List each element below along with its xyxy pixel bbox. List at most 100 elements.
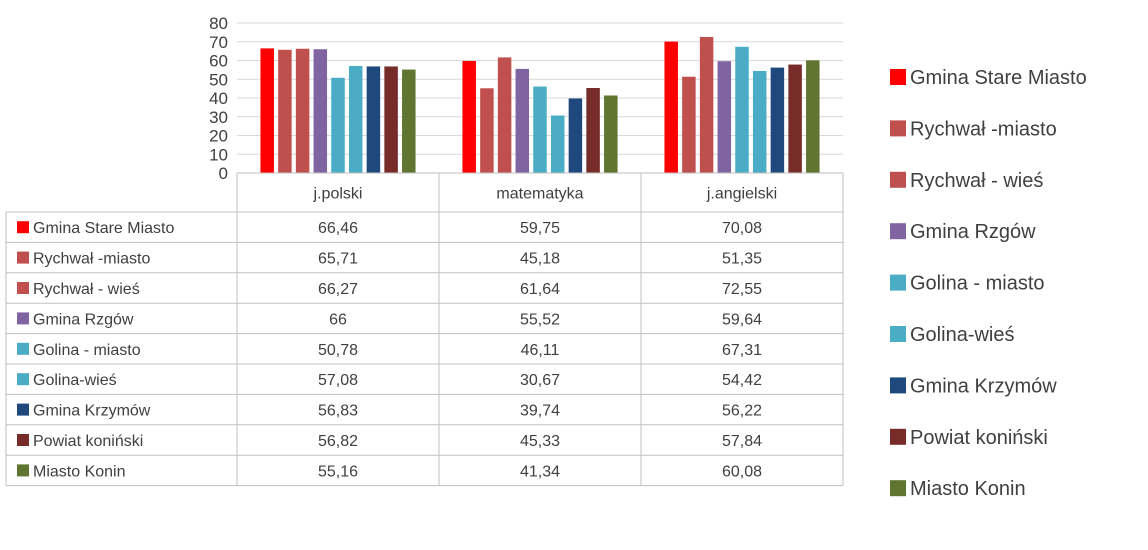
bar — [752, 70, 767, 173]
bar — [384, 66, 398, 173]
table-cell: 70,08 — [722, 220, 762, 237]
legend-key — [890, 69, 906, 85]
y-tick-label: 40 — [209, 89, 228, 108]
legend-label: Gmina Stare Miasto — [910, 67, 1087, 89]
legend-key — [890, 326, 906, 342]
bar — [770, 67, 785, 173]
table-cell: 45,18 — [520, 251, 560, 268]
table-row-label: Gmina Krzymów — [33, 403, 151, 420]
table-cell: 61,64 — [520, 281, 560, 298]
bar — [313, 49, 328, 173]
bar — [806, 60, 820, 173]
legend-key — [890, 274, 906, 291]
y-tick-label: 10 — [209, 145, 228, 164]
table-row-label: Golina - miasto — [33, 342, 141, 359]
bar — [402, 69, 416, 173]
legend-label: Gmina Rzgów — [910, 221, 1036, 243]
y-tick-label: 20 — [209, 127, 228, 146]
y-tick-label: 30 — [209, 108, 228, 127]
legend-label: Golina-wieś — [910, 324, 1014, 346]
table-row-label: Gmina Stare Miasto — [33, 220, 174, 237]
table-cell: 51,35 — [722, 251, 762, 268]
bar — [735, 46, 749, 174]
table-cell: 54,42 — [722, 372, 762, 389]
table-row-label: Miasto Konin — [33, 463, 126, 480]
legend-label: Rychwał -miasto — [910, 118, 1057, 140]
table-cell: 57,84 — [722, 433, 762, 450]
table-cell: 50,78 — [318, 342, 358, 359]
table-row-label: Golina-wieś — [33, 372, 117, 389]
table-cell: 55,52 — [520, 311, 560, 328]
legend-label: Miasto Konin — [910, 478, 1026, 500]
bar — [682, 76, 696, 173]
legend-key — [890, 480, 906, 497]
table-cell: 66,46 — [318, 220, 358, 237]
table-cell: 56,82 — [318, 433, 358, 450]
bar — [348, 65, 363, 173]
bar — [260, 48, 274, 174]
table-cell: 59,64 — [722, 311, 762, 328]
bar — [699, 36, 714, 173]
legend-label: Powiat koniński — [910, 427, 1048, 449]
table-cell: 66 — [329, 311, 347, 328]
y-tick-label: 0 — [219, 164, 228, 183]
legend-label: Rychwał - wieś — [910, 170, 1043, 192]
legend-label: Golina - miasto — [910, 273, 1045, 295]
table-cell: 56,22 — [722, 403, 762, 420]
bars — [260, 36, 820, 174]
bar — [497, 57, 512, 173]
legend-key — [890, 171, 906, 188]
legend-key — [890, 377, 906, 394]
category-label: j.angielski — [706, 186, 777, 203]
bar — [278, 49, 292, 174]
bar — [586, 88, 600, 173]
y-tick-label: 80 — [209, 14, 228, 33]
table-legend-key — [17, 282, 29, 294]
bar — [717, 61, 732, 173]
table-row-label: Gmina Rzgów — [33, 311, 134, 328]
table-row-label: Rychwał -miasto — [33, 251, 150, 268]
legend-key — [890, 428, 906, 445]
bar — [533, 86, 547, 173]
table-cell: 41,34 — [520, 463, 560, 480]
table-cell: 65,71 — [318, 251, 358, 268]
table-cell: 46,11 — [521, 342, 560, 359]
table-row-label: Rychwał - wieś — [33, 281, 140, 298]
table-legend-key — [17, 373, 29, 386]
table-legend-key — [17, 434, 29, 446]
table-legend-key — [17, 312, 29, 325]
bar — [788, 64, 802, 173]
table-legend-key — [17, 221, 29, 234]
table-legend-key — [17, 464, 29, 477]
table-cell: 59,75 — [520, 220, 560, 237]
bar — [604, 95, 618, 173]
table-cell: 30,67 — [520, 372, 560, 389]
table-cell: 72,55 — [722, 281, 762, 298]
table-cell: 60,08 — [722, 463, 762, 480]
table-legend-key — [17, 342, 29, 355]
table-cell: 66,27 — [318, 281, 358, 298]
legend: Gmina Stare Miasto Rychwał -miasto Rychwał… — [890, 67, 1087, 500]
y-tick-label: 70 — [209, 33, 228, 52]
table-row-label: Powiat koniński — [33, 433, 143, 450]
table-cell: 57,08 — [318, 372, 358, 389]
bar — [550, 115, 565, 173]
table-legend-key — [17, 403, 29, 416]
bar — [366, 66, 381, 173]
table-cell: 67,31 — [722, 342, 762, 359]
legend-key — [890, 120, 906, 137]
category-label: matematyka — [496, 186, 583, 203]
legend-label: Gmina Krzymów — [910, 375, 1057, 397]
y-tick-label: 60 — [209, 52, 228, 71]
legend-key — [890, 223, 906, 240]
bar — [480, 88, 494, 173]
y-tick-label: 50 — [209, 70, 228, 89]
table-cell: 39,74 — [520, 403, 560, 420]
bar — [462, 60, 476, 173]
bar — [664, 41, 678, 173]
table-cell: 56,83 — [318, 403, 358, 420]
table-legend-key — [17, 251, 29, 264]
bar — [515, 68, 530, 173]
